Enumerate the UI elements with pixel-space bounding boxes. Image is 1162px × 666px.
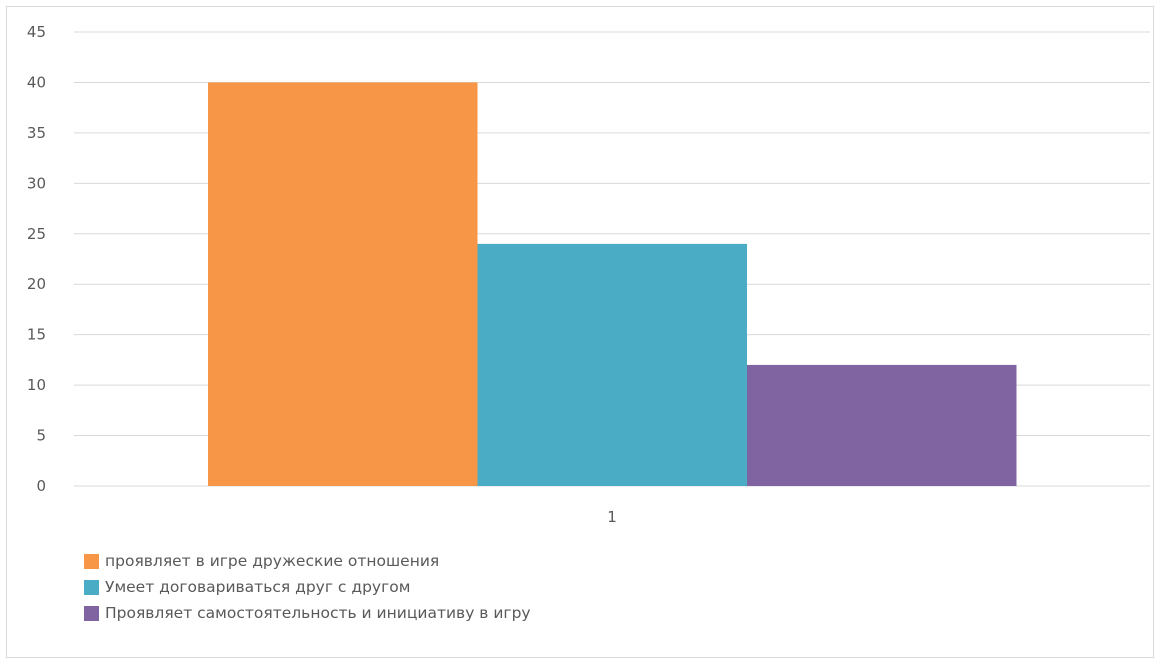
y-tick-label: 5 (36, 427, 46, 445)
bar-series-2 (477, 243, 747, 486)
y-tick-label: 25 (27, 225, 46, 243)
x-axis-ticks: 1 (607, 508, 617, 526)
bar-series-1 (208, 82, 478, 486)
legend-label: Умеет договариваться друг с другом (105, 578, 411, 596)
legend-swatch (84, 605, 99, 621)
x-tick-label: 1 (607, 508, 617, 526)
y-tick-label: 40 (27, 73, 46, 91)
y-tick-label: 15 (27, 326, 46, 344)
y-tick-label: 20 (27, 275, 46, 293)
y-axis-ticks: 0 5 10 15 20 25 30 35 40 45 (27, 23, 46, 495)
legend-label: Проявляет самостоятельность и инициативу… (105, 604, 531, 622)
bars (208, 82, 1017, 486)
legend-swatch (84, 579, 99, 595)
y-tick-label: 45 (27, 23, 46, 41)
legend-item-friendly-relations: проявляет в игре дружеские отношения (84, 548, 531, 574)
legend: проявляет в игре дружеские отношения Уме… (84, 548, 531, 626)
y-tick-label: 35 (27, 124, 46, 142)
bar-series-3 (747, 364, 1017, 486)
y-tick-label: 0 (36, 477, 46, 495)
legend-item-negotiate: Умеет договариваться друг с другом (84, 574, 531, 600)
legend-swatch (84, 553, 99, 569)
y-tick-label: 30 (27, 174, 46, 192)
legend-label: проявляет в игре дружеские отношения (105, 552, 440, 570)
y-tick-label: 10 (27, 376, 46, 394)
legend-item-initiative: Проявляет самостоятельность и инициативу… (84, 600, 531, 626)
